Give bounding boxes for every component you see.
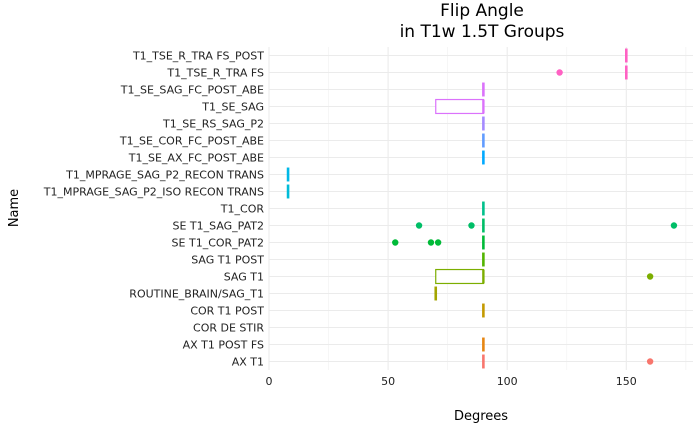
outlier-point xyxy=(468,222,475,229)
y-tick-label: SAG T1 xyxy=(224,271,264,284)
y-tick-label: SAG T1 POST xyxy=(191,254,264,267)
outlier-point xyxy=(556,69,563,76)
y-axis-label: Name xyxy=(7,189,22,227)
x-axis-label: Degrees xyxy=(454,409,508,424)
y-tick-label: T1_TSE_R_TRA FS_POST xyxy=(132,50,264,63)
outlier-point xyxy=(434,239,442,246)
y-tick-label: T1_SE_RS_SAG_P2 xyxy=(162,118,264,131)
y-tick-label: T1_SE_AX_FC_POST_ABE xyxy=(128,152,264,165)
x-tick-label: 150 xyxy=(616,375,637,388)
chart-title-line-1: Flip Angle xyxy=(440,1,524,21)
outlier-point xyxy=(427,239,435,246)
y-tick-label: T1_COR xyxy=(220,203,265,216)
y-tick-label: COR DE STIR xyxy=(193,322,264,335)
y-tick-label: ROUTINE_BRAIN/SAG_T1 xyxy=(129,288,264,301)
x-tick-label: 50 xyxy=(381,375,395,388)
outlier-point xyxy=(392,239,399,246)
y-tick-label: T1_TSE_R_TRA FS xyxy=(166,67,264,80)
x-tick-label: 100 xyxy=(497,375,518,388)
y-tick-label: SE T1_COR_PAT2 xyxy=(172,237,264,250)
y-tick-label: T1_MPRAGE_SAG_P2_RECON TRANS xyxy=(65,169,264,182)
outlier-point xyxy=(646,358,654,365)
outlier-point xyxy=(646,273,654,280)
box xyxy=(435,98,484,115)
outlier-point xyxy=(415,222,423,229)
y-tick-label: T1_SE_SAG xyxy=(201,101,264,114)
box xyxy=(435,268,484,285)
y-tick-label: T1_SE_COR_FC_POST_ABE xyxy=(119,135,264,148)
plot-area: 0 50 100 150 T1_TSE_R_TRA FS_POST T1_TSE_R_TR… xyxy=(43,47,693,388)
y-tick-label: AX T1 xyxy=(232,356,264,369)
y-tick-label: SE T1_SAG_PAT2 xyxy=(172,220,264,233)
y-tick-label: COR T1 POST xyxy=(190,305,264,318)
y-tick-label: T1_MPRAGE_SAG_P2_ISO RECON TRANS xyxy=(43,186,264,199)
y-tick-label: T1_SE_SAG_FC_POST_ABE xyxy=(120,84,264,97)
chart-title-line-2: in T1w 1.5T Groups xyxy=(400,22,565,42)
y-tick-label: AX T1 POST FS xyxy=(183,339,264,352)
outlier-point xyxy=(670,222,678,229)
x-tick-label: 0 xyxy=(266,375,273,388)
